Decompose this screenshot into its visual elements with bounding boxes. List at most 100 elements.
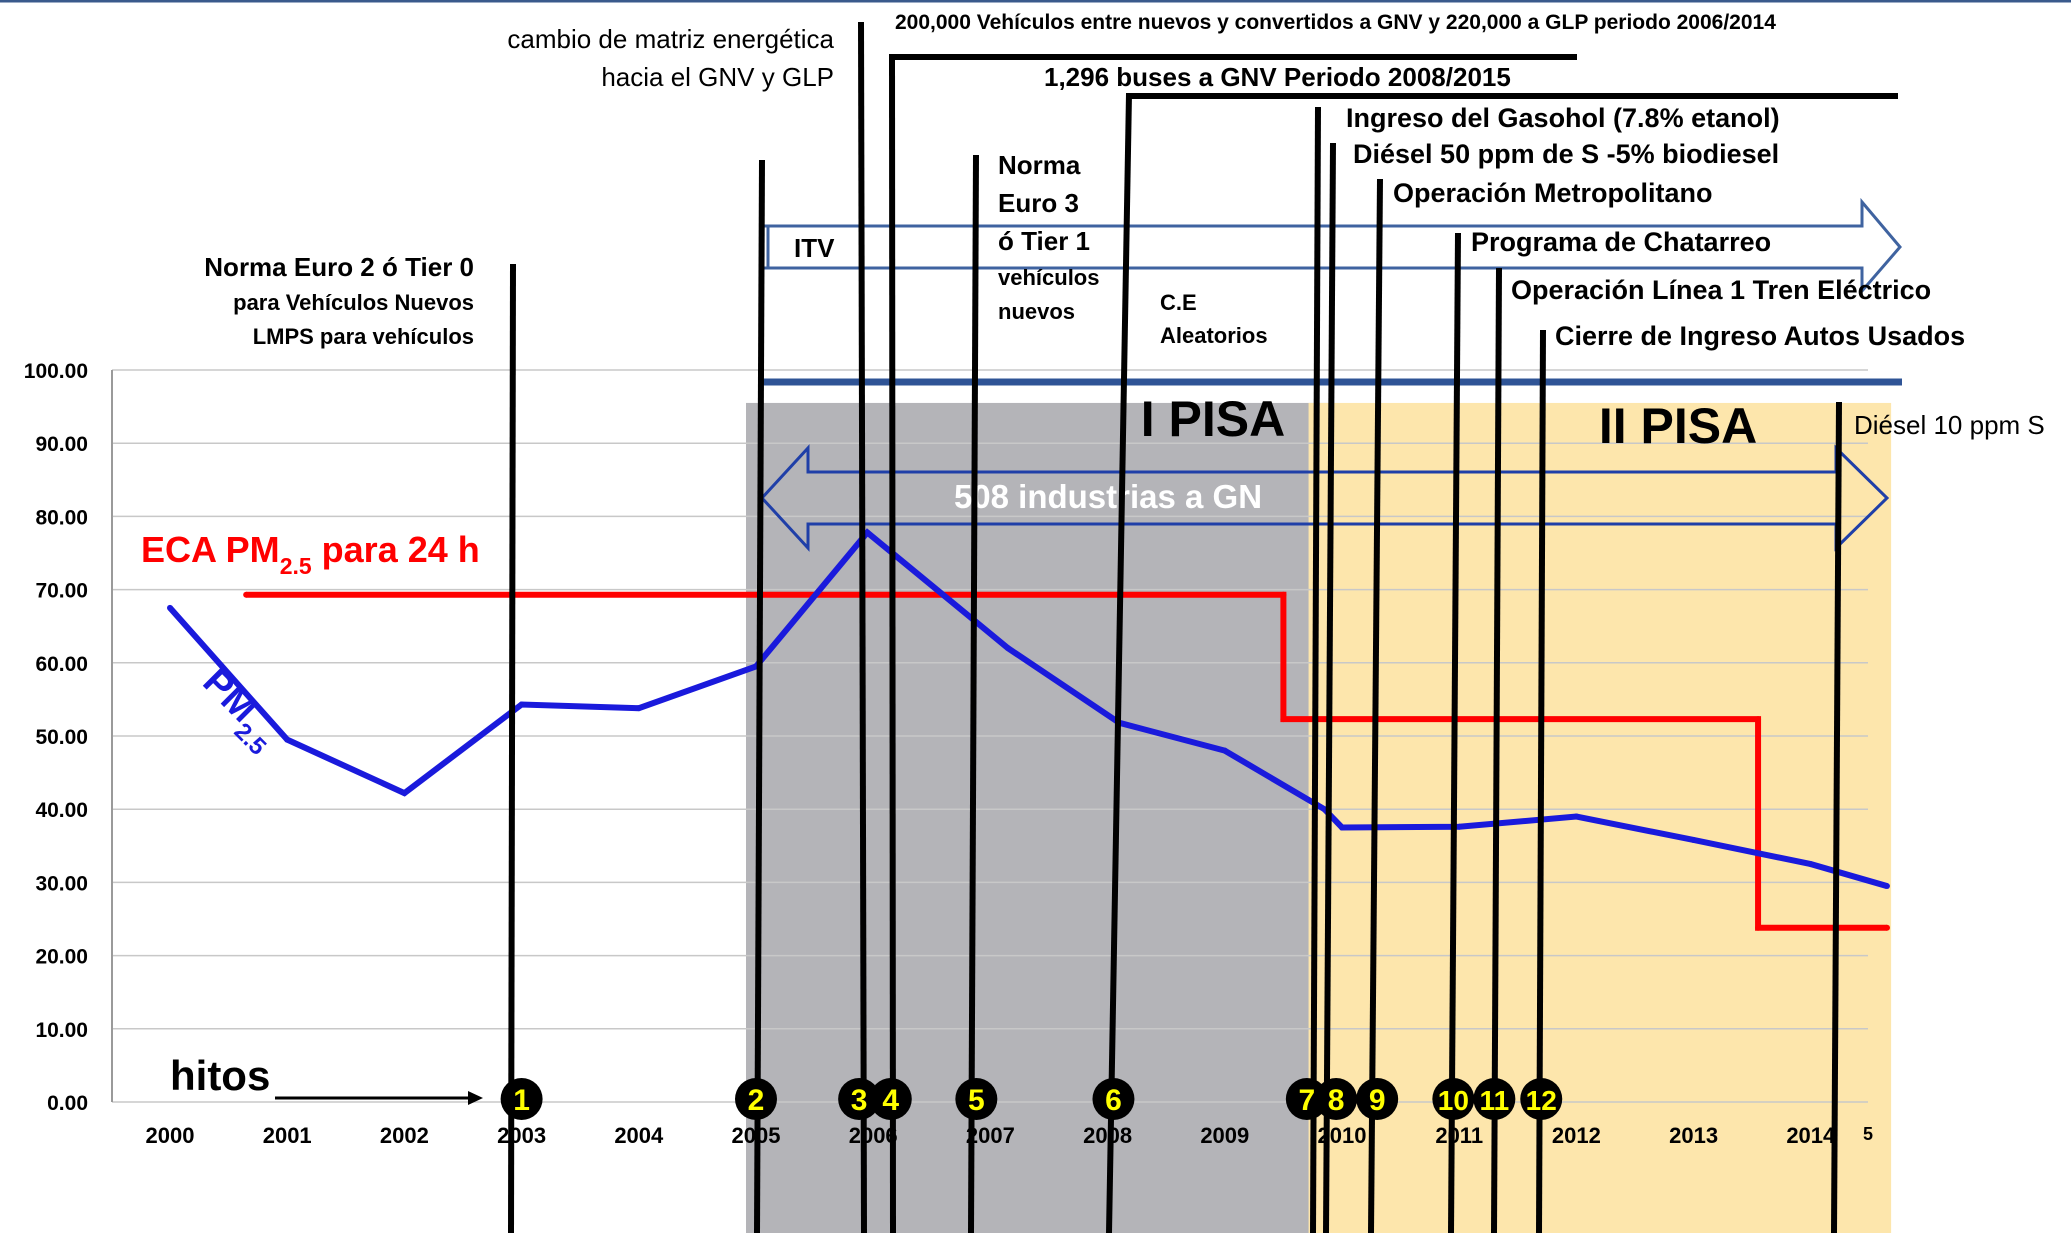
euro2-label-line3: LMPS para vehículos [253, 324, 474, 349]
region-i-pisa [746, 402, 1329, 1233]
pm25-point [1573, 813, 1580, 820]
matriz-label-line2: hacia el GNV y GLP [601, 62, 834, 92]
eca-point [1280, 716, 1287, 723]
eca-point [243, 591, 250, 598]
milestone-marker [1356, 1078, 1399, 1120]
eca-line [246, 591, 1887, 931]
diesel10-label: Diésel 10 ppm S [1854, 410, 2045, 440]
x-tick-label: 2002 [380, 1123, 429, 1148]
y-gridlines [112, 369, 1868, 1103]
pm25-point [1004, 645, 1011, 652]
milestone-line [1106, 93, 1132, 1234]
y-tick-label: 60.00 [35, 653, 88, 676]
eca-point [1755, 716, 1762, 723]
milestone-marker [1432, 1078, 1475, 1120]
eca-point [1755, 924, 1762, 931]
x-tick-label: 2006 [849, 1123, 898, 1148]
milestone-line [1831, 401, 1842, 1234]
eca-point [1280, 591, 1287, 598]
y-tick-label: 20.00 [35, 946, 88, 969]
y-tick-label: 90.00 [35, 433, 88, 456]
pm25-point [167, 604, 173, 611]
x-tick-label: 2011 [1435, 1123, 1483, 1148]
pisa-regions [746, 402, 1892, 1233]
y-tick-label: 100.00 [24, 360, 88, 383]
milestone-number: 4 [882, 1084, 899, 1117]
ce-label-line1: C.E [1160, 290, 1197, 315]
euro3-label-line4: vehículos [998, 265, 1099, 290]
milestone-marker [1092, 1078, 1135, 1120]
ii-pisa-label: II PISA [1599, 398, 1757, 454]
x-tick-label: 2000 [146, 1123, 195, 1148]
cierre-label: Cierre de Ingreso Autos Usados [1555, 321, 1965, 351]
eca-label-sub: 2.5 [280, 553, 312, 579]
industrias-arrow: 508 industrias a GN [759, 444, 1890, 552]
pm25-point [401, 790, 408, 797]
x-tick-label: 2001 [263, 1123, 312, 1148]
milestone-number: 12 [1526, 1085, 1557, 1116]
milestone-line [1491, 267, 1502, 1234]
euro3-label-line3: ó Tier 1 [998, 226, 1090, 256]
industrias-label: 508 industrias a GN [954, 478, 1262, 515]
euro3-label-line2: Euro 3 [998, 188, 1079, 218]
milestone-line [889, 54, 896, 1234]
pm25-point [518, 701, 525, 708]
milestone-number: 3 [851, 1084, 868, 1117]
milestone-number: 1 [513, 1084, 530, 1117]
milestone-lines [508, 21, 1898, 1234]
pm25-label-main: PM [195, 661, 265, 731]
eca-label-main: ECA PM [141, 529, 280, 570]
pm25-point [1339, 824, 1345, 831]
region-ii-pisa [1308, 402, 1892, 1233]
buses-label: 1,296 buses a GNV Periodo 2008/2015 [1044, 62, 1511, 92]
matriz-label-line1: cambio de matriz energética [507, 24, 834, 54]
milestone-number: 8 [1328, 1084, 1345, 1117]
milestone-marker [869, 1078, 912, 1120]
milestone-marker [500, 1078, 543, 1120]
x-tick-label: 2004 [614, 1123, 664, 1148]
vehiculos-label: 200,000 Vehículos entre nuevos y convert… [895, 11, 1776, 34]
milestone-number: 5 [968, 1084, 985, 1117]
milestone-marker [1285, 1078, 1328, 1120]
pm25-point [1883, 883, 1890, 890]
event-labels: Norma Euro 2 ó Tier 0 para Vehículos Nue… [204, 11, 2044, 440]
y-tick-label: 30.00 [35, 872, 88, 895]
milestone-marker [838, 1078, 881, 1120]
euro3-label-line1: Norma [998, 150, 1081, 180]
x-tick-label: 2003 [497, 1123, 546, 1148]
x-tick-label: 2013 [1669, 1123, 1718, 1148]
y-tick-label: 40.00 [35, 799, 88, 822]
gasohol-label: Ingreso del Gasohol (7.8% etanol) [1346, 103, 1780, 133]
euro2-label-line1: Norma Euro 2 ó Tier 0 [204, 252, 474, 282]
milestone-number: 7 [1298, 1084, 1315, 1117]
page-number: 5 [1863, 1124, 1873, 1144]
milestone-number: 10 [1438, 1085, 1469, 1116]
milestone-line [1323, 142, 1336, 1234]
milestone-line [508, 263, 516, 1234]
hitos-arrow-head [468, 1091, 483, 1105]
pm25-series-label: PM2.5 [188, 661, 288, 761]
pm25-point [1456, 823, 1463, 830]
euro2-label-line2: para Vehículos Nuevos [233, 290, 474, 315]
itv-label: ITV [794, 233, 835, 263]
milestone-marker [735, 1078, 777, 1120]
i-pisa-label: I PISA [1141, 391, 1285, 447]
milestone-number: 9 [1369, 1084, 1386, 1117]
eca-point [1883, 924, 1890, 931]
diesel50-label: Diésel 50 ppm de S -5% biodiesel [1353, 139, 1779, 169]
y-tick-label: 50.00 [35, 726, 88, 749]
x-axis-labels: 2000200120022003200420052006200720082009… [146, 1123, 1837, 1148]
y-tick-label: 70.00 [35, 580, 88, 603]
pm25-point [1690, 836, 1697, 843]
tren-label: Operación Línea 1 Tren Eléctrico [1511, 275, 1931, 305]
euro3-label-line5: nuevos [998, 299, 1075, 324]
milestone-line [1368, 178, 1383, 1234]
milestone-markers: 1 2 3 4 5 6 7 8 9 10 11 12 [500, 1078, 1563, 1120]
milestone-number: 6 [1105, 1084, 1122, 1117]
y-tick-label: 10.00 [35, 1019, 88, 1042]
milestone-line [858, 21, 867, 1234]
chatarreo-label: Programa de Chatarreo [1471, 227, 1771, 257]
milestone-marker [1315, 1078, 1358, 1120]
